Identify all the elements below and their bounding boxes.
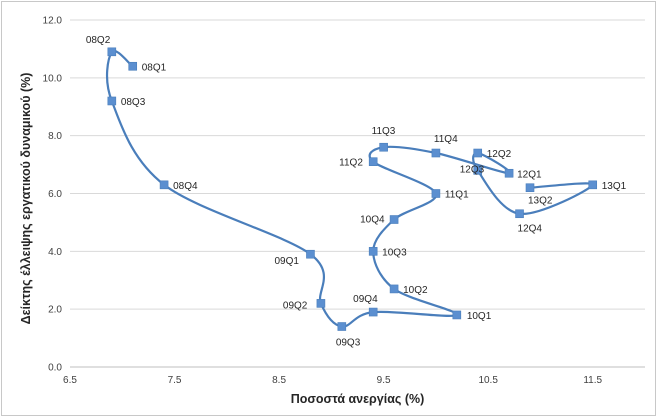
y-tick-label: 12.0 <box>43 16 63 27</box>
data-point-label: 10Q2 <box>403 285 428 296</box>
data-point-label: 12Q3 <box>460 164 485 175</box>
y-tick-label: 6.0 <box>48 189 62 200</box>
data-point-marker <box>525 183 535 193</box>
data-point-marker <box>389 284 399 294</box>
data-point-marker <box>473 148 483 158</box>
data-point-marker <box>306 249 315 259</box>
data-point-marker <box>316 299 326 308</box>
data-point-marker <box>128 61 138 71</box>
x-tick-label: 7.5 <box>168 375 182 386</box>
data-point-label: 11Q4 <box>434 134 458 145</box>
x-axis-title: Ποσοστά ανεργίας (%) <box>291 392 425 406</box>
y-tick-label: 2.0 <box>48 305 62 316</box>
data-point-marker <box>389 215 399 224</box>
data-point-label: 08Q4 <box>173 181 198 192</box>
data-point-marker <box>473 166 483 175</box>
x-tick-label: 11.5 <box>583 375 602 386</box>
y-axis-title: Δείκτης έλλειψης εργατικού δυναμικού (%) <box>19 73 33 325</box>
data-point-label: 09Q2 <box>283 300 308 311</box>
data-point-label: 10Q1 <box>467 311 492 322</box>
data-point-marker <box>368 157 378 166</box>
data-point-marker <box>107 96 117 106</box>
y-tick-label: 4.0 <box>48 247 62 258</box>
data-point-marker <box>379 142 388 152</box>
data-point-label: 11Q3 <box>372 126 396 137</box>
data-point-marker <box>431 148 441 158</box>
y-tick-label: 0.0 <box>48 363 62 374</box>
data-point-marker <box>107 47 117 57</box>
data-point-label: 10Q3 <box>382 247 407 258</box>
data-point-label: 12Q1 <box>517 169 542 180</box>
data-point-label: 08Q2 <box>86 35 111 46</box>
data-point-marker <box>431 189 441 198</box>
x-tick-label: 6.5 <box>63 375 77 386</box>
data-point-label: 08Q1 <box>142 62 167 73</box>
data-point-label: 12Q4 <box>518 224 543 235</box>
series-line <box>105 49 594 328</box>
gridlines <box>70 19 645 310</box>
y-tick-label: 10.0 <box>43 73 63 84</box>
x-tick-label: 9.5 <box>377 375 391 386</box>
data-point-label: 11Q1 <box>445 190 469 201</box>
data-point-label: 13Q2 <box>528 196 553 207</box>
data-point-label: 09Q3 <box>336 338 361 349</box>
data-point-label: 09Q1 <box>274 256 299 267</box>
x-tick-label: 8.5 <box>272 375 286 386</box>
point-labels: 08Q1 08Q2 08Q3 08Q4 09Q1 09Q2 09Q3 09Q4 10Q1 10Q2… <box>86 35 627 349</box>
data-point-label: 11Q2 <box>339 158 363 169</box>
data-point-label: 13Q1 <box>602 181 627 192</box>
data-point-marker <box>368 307 378 317</box>
data-point-label: 08Q3 <box>121 97 146 108</box>
tick-labels: 0.0 2.0 4.0 6.0 8.0 10.0 12.0 6.5 7.5 8.5 9.5 10.5 1… <box>43 16 603 387</box>
data-point-label: 09Q4 <box>353 294 378 305</box>
data-point-marker <box>515 209 524 219</box>
x-tick-label: 10.5 <box>478 375 498 386</box>
data-point-marker <box>337 322 347 331</box>
data-markers <box>107 47 598 331</box>
data-point-marker <box>452 310 462 320</box>
data-point-label: 12Q2 <box>487 149 512 160</box>
data-point-marker <box>159 180 169 190</box>
data-point-marker <box>588 180 598 190</box>
data-point-label: 10Q4 <box>360 215 385 226</box>
data-point-marker <box>368 247 378 256</box>
data-point-marker <box>504 168 514 178</box>
y-tick-label: 8.0 <box>48 131 62 142</box>
